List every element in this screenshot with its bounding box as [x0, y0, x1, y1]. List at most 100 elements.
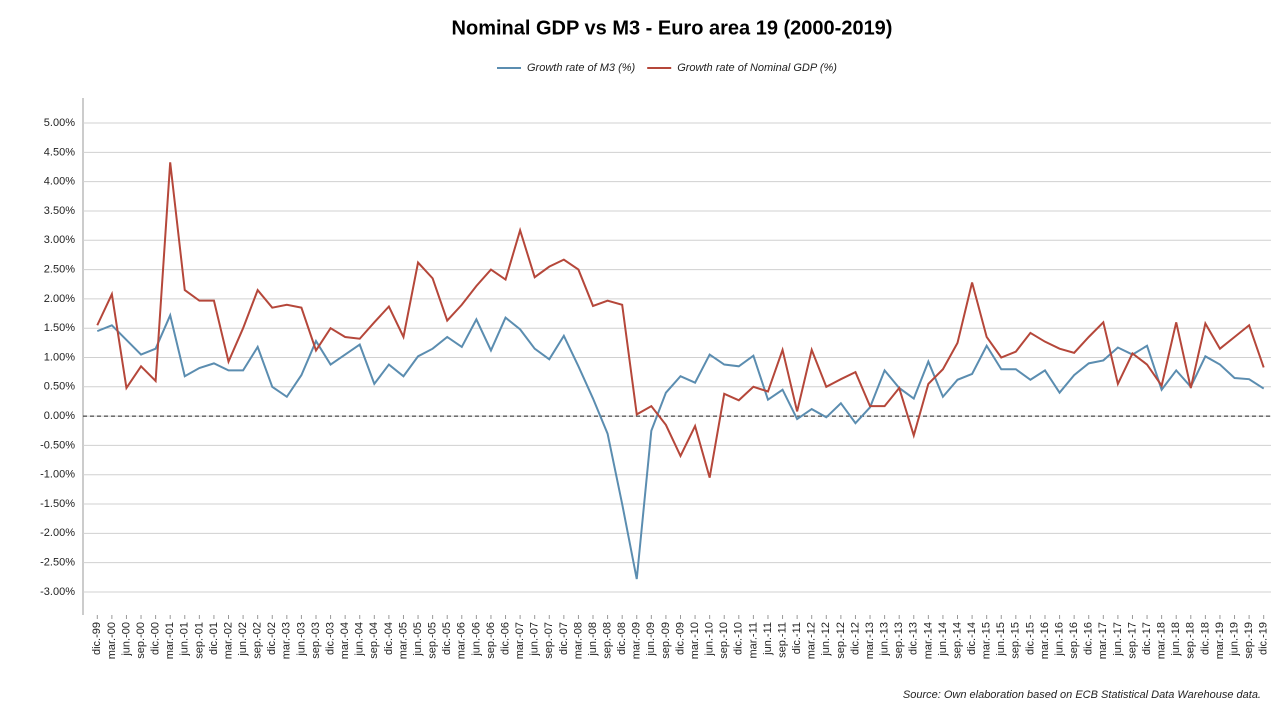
x-tick-label: sep.-11: [776, 622, 788, 658]
source-note: Source: Own elaboration based on ECB Sta…: [903, 689, 1261, 701]
x-tick-label: dic.-09: [674, 622, 686, 655]
x-tick-label: dic.-18: [1199, 622, 1211, 655]
y-tick-label: 3.00%: [44, 234, 75, 246]
y-tick-label: -2.50%: [40, 557, 75, 569]
x-tick-label: jun.-02: [237, 622, 249, 657]
y-tick-label: 1.00%: [44, 351, 75, 363]
x-tick-label: dic.-06: [499, 622, 511, 655]
x-tick-label: dic.-02: [266, 622, 278, 655]
x-tick-label: mar.-18: [1156, 622, 1168, 659]
x-tick-label: dic.-15: [1024, 622, 1036, 655]
x-tick-label: dic.-19: [1258, 622, 1270, 655]
x-tick-label: dic.-07: [558, 622, 570, 655]
x-tick-label: jun.-15: [995, 622, 1007, 657]
x-tick-label: jun.-17: [1112, 622, 1124, 657]
x-tick-label: sep.-13: [893, 622, 905, 659]
x-tick-label: dic.-04: [383, 622, 395, 655]
y-tick-label: 4.50%: [44, 146, 75, 158]
x-tick-label: jun.-07: [529, 622, 541, 657]
y-tick-label: 3.50%: [44, 205, 75, 217]
x-tick-label: dic.-10: [733, 622, 745, 655]
x-tick-label: sep.-14: [951, 622, 963, 659]
x-tick-label: sep.-01: [193, 622, 205, 659]
series-line: [96, 312, 1265, 580]
x-tick-label: jun.-13: [879, 622, 891, 657]
x-tick-label: mar.-07: [514, 622, 526, 659]
x-tick-label: sep.-06: [485, 622, 497, 659]
x-tick-label: dic.-00: [150, 622, 162, 655]
x-tick-label: dic.-99: [91, 622, 103, 655]
x-tick-label: jun.-00: [120, 622, 132, 657]
x-tick-label: mar.-12: [806, 622, 818, 659]
x-tick-label: sep.-15: [1010, 622, 1022, 659]
x-tick-label: jun.-03: [295, 622, 307, 657]
x-tick-label: dic.-11: [791, 622, 803, 654]
x-tick-label: mar.-16: [1039, 622, 1051, 659]
x-tick-label: dic.-08: [616, 622, 628, 655]
x-tick-label: jun.-09: [645, 622, 657, 657]
x-tick-label: sep.-19: [1243, 622, 1255, 659]
x-tick-label: sep.-04: [368, 622, 380, 659]
x-tick-label: jun.-18: [1170, 622, 1182, 657]
x-tick-label: mar.-10: [689, 622, 701, 659]
x-tick-label: dic.-13: [908, 622, 920, 655]
x-tick-label: jun.-10: [704, 622, 716, 657]
x-tick-label: dic.-14: [966, 622, 978, 655]
x-tick-label: sep.-08: [601, 622, 613, 659]
x-tick-label: jun.-05: [412, 622, 424, 657]
x-tick-label: dic.-16: [1083, 622, 1095, 655]
x-tick-label: mar.-17: [1097, 622, 1109, 659]
legend-label: Growth rate of Nominal GDP (%): [677, 62, 837, 74]
x-tick-label: dic.-12: [849, 622, 861, 655]
y-tick-label: 0.00%: [44, 410, 75, 422]
x-tick-label: jun.-01: [179, 622, 191, 657]
x-tick-label: mar.-15: [981, 622, 993, 659]
y-tick-label: 2.50%: [44, 263, 75, 275]
x-tick-label: sep.-17: [1126, 622, 1138, 659]
x-tick-label: mar.-01: [164, 622, 176, 659]
y-tick-label: 2.00%: [44, 293, 75, 305]
x-tick-label: sep.-09: [660, 622, 672, 659]
x-tick-label: jun.-19: [1228, 622, 1240, 657]
x-tick-label: sep.-02: [252, 622, 264, 659]
x-tick-label: sep.-12: [835, 622, 847, 659]
y-tick-label: -1.00%: [40, 469, 75, 481]
x-tick-label: sep.-05: [427, 622, 439, 659]
x-tick-label: sep.-18: [1185, 622, 1197, 659]
x-tick-label: mar.-04: [339, 622, 351, 659]
x-tick-label: mar.-14: [922, 622, 934, 659]
x-tick-label: jun.-04: [354, 622, 366, 657]
y-tick-label: 1.50%: [44, 322, 75, 334]
y-tick-label: -1.50%: [40, 498, 75, 510]
y-tick-label: 4.00%: [44, 176, 75, 188]
x-tick-label: sep.-16: [1068, 622, 1080, 659]
x-tick-label: mar.-09: [631, 622, 643, 659]
x-tick-label: mar.-08: [572, 622, 584, 659]
x-tick-label: sep.-10: [718, 622, 730, 659]
x-tick-label: sep.-03: [310, 622, 322, 659]
x-tick-label: mar.-00: [106, 622, 118, 659]
x-tick-label: mar.-05: [397, 622, 409, 659]
x-tick-label: dic.-05: [441, 622, 453, 655]
y-tick-label: 5.00%: [44, 117, 75, 129]
x-tick-label: sep.-07: [543, 622, 555, 659]
y-tick-label: -3.00%: [40, 586, 75, 598]
series-line: [96, 162, 1265, 478]
x-tick-label: dic.-01: [208, 622, 220, 655]
y-tick-label: -2.00%: [40, 527, 75, 539]
x-tick-label: mar.-13: [864, 622, 876, 659]
legend-label: Growth rate of M3 (%): [527, 62, 636, 74]
x-tick-label: mar.-11: [747, 622, 759, 658]
x-tick-label: mar.-03: [281, 622, 293, 659]
x-tick-label: jun.-11: [762, 622, 774, 656]
y-tick-label: -0.50%: [40, 439, 75, 451]
x-tick-label: mar.-06: [456, 622, 468, 659]
x-tick-label: dic.-03: [324, 622, 336, 655]
x-tick-label: jun.-14: [937, 622, 949, 657]
x-tick-label: jun.-12: [820, 622, 832, 657]
x-tick-label: sep.-00: [135, 622, 147, 659]
x-tick-label: jun.-06: [470, 622, 482, 657]
x-tick-label: jun.-08: [587, 622, 599, 657]
chart-title: Nominal GDP vs M3 - Euro area 19 (2000-2…: [452, 17, 893, 39]
